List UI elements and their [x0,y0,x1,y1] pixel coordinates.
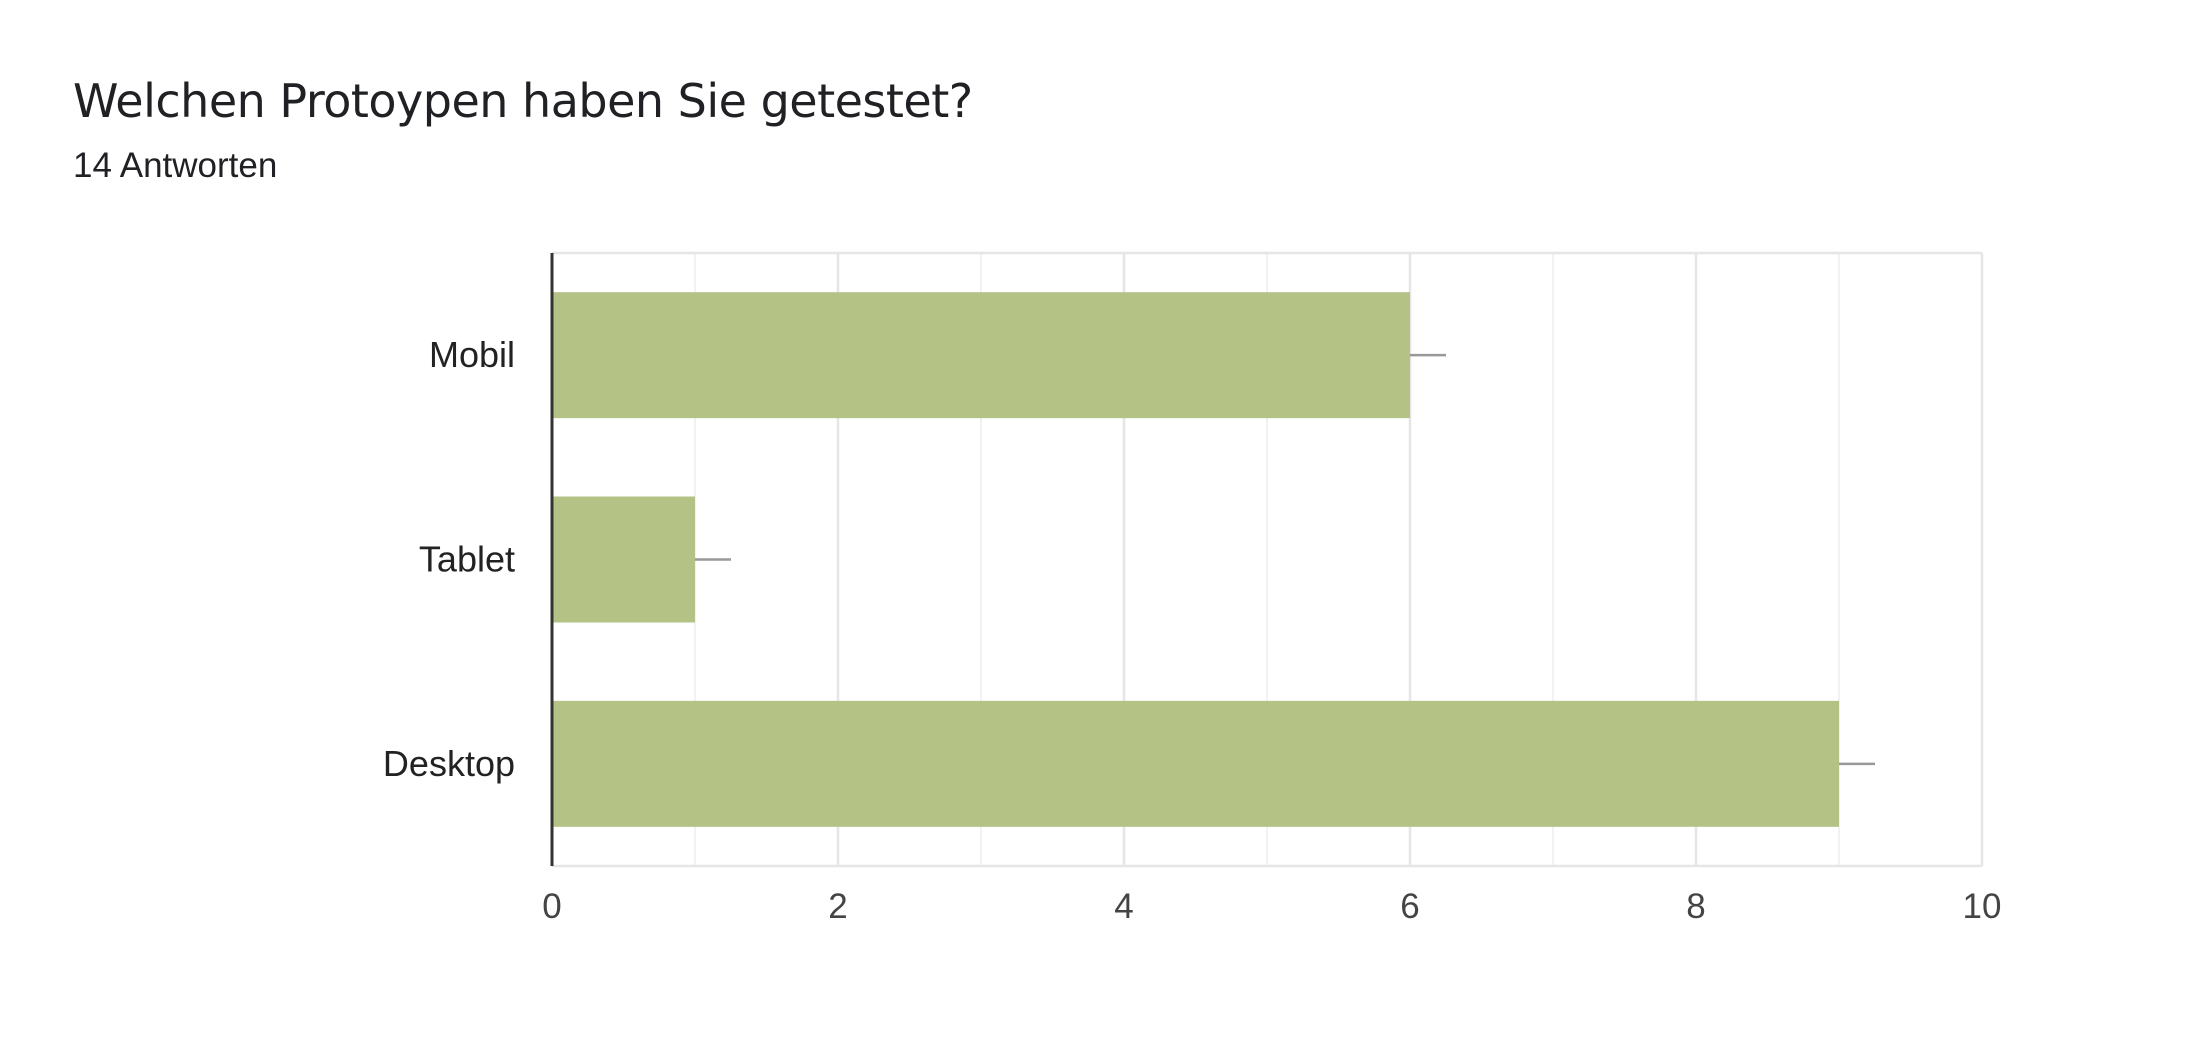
labels: Mobil Tablet Desktop 0 2 4 6 8 10 [383,334,2002,926]
bar-mobil [552,292,1410,419]
response-count: 14 Antworten [73,146,278,185]
bar-desktop [552,700,1839,827]
x-tick-label-2: 2 [828,887,847,926]
category-label-tablet: Tablet [419,539,515,580]
category-label-desktop: Desktop [383,743,515,784]
x-tick-label-0: 0 [542,887,561,926]
x-tick-label-4: 4 [1114,887,1133,926]
category-label-mobil: Mobil [429,334,515,375]
x-tick-label-10: 10 [1963,887,2002,926]
chart-title: Welchen Protoypen haben Sie getestet? [73,74,973,128]
x-tick-label-6: 6 [1400,887,1419,926]
bars [552,292,1875,827]
bar-tablet [552,496,695,623]
x-tick-label-8: 8 [1686,887,1705,926]
